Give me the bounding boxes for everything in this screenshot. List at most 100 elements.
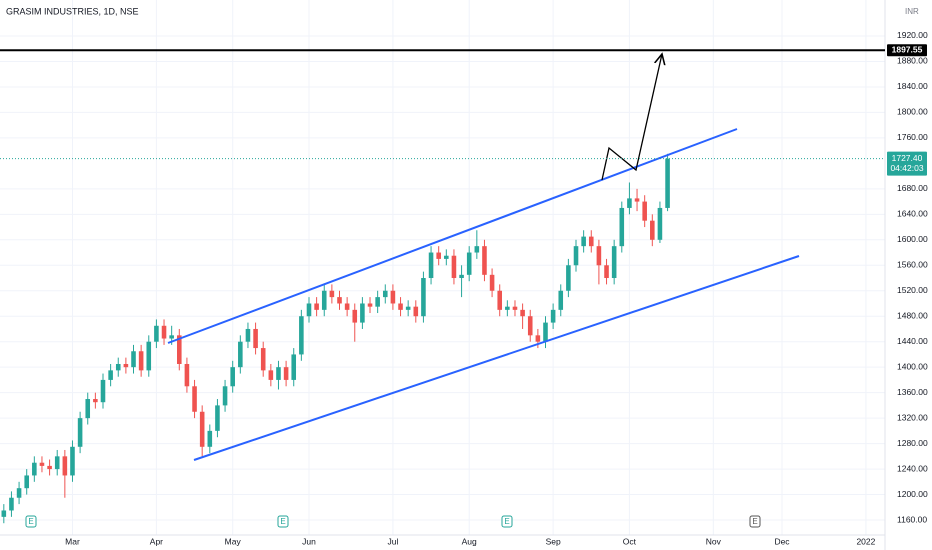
x-tick-label: Jul	[387, 536, 398, 546]
level-label: 1897.55	[892, 45, 923, 55]
countdown: 04:42:03	[890, 163, 923, 173]
candle-body	[131, 351, 136, 368]
y-tick-label: 1600.00	[897, 234, 928, 244]
candle-body	[70, 446, 75, 476]
candle-body	[382, 290, 388, 298]
candle-body	[115, 363, 121, 371]
candle-body	[222, 386, 228, 406]
candle-body	[428, 252, 434, 279]
y-tick-label: 1320.00	[897, 412, 928, 422]
candle-body	[489, 274, 495, 291]
candle-body	[650, 220, 655, 240]
candle-body	[192, 386, 197, 412]
candle-body	[329, 290, 335, 298]
candle-body	[573, 246, 579, 266]
y-tick-label: 1880.00	[897, 56, 928, 66]
candle-body	[558, 290, 564, 310]
candle-body	[367, 303, 373, 307]
candle-body	[154, 325, 159, 342]
candle-body	[482, 246, 487, 275]
earnings-marker-label: E	[28, 517, 33, 526]
candle-body	[596, 246, 602, 266]
candle-body	[375, 297, 380, 307]
candle-body	[543, 322, 548, 342]
candle-body	[451, 255, 457, 279]
candle-body	[520, 309, 525, 317]
channel-upper	[167, 128, 738, 344]
y-tick-label: 1640.00	[897, 209, 928, 219]
candle-body	[512, 306, 518, 310]
candle-body	[47, 465, 52, 470]
candle-body	[634, 198, 640, 202]
y-tick-label: 1560.00	[897, 260, 928, 270]
candle-body	[497, 290, 503, 310]
y-tick-label: 1840.00	[897, 81, 928, 91]
candle-body	[421, 278, 426, 317]
candle-body	[505, 306, 510, 310]
candle-body	[39, 462, 45, 466]
candle-body	[1, 510, 7, 517]
earnings-marker-label: E	[752, 517, 757, 526]
y-tick-label: 1680.00	[897, 183, 928, 193]
y-tick-label: 1480.00	[897, 310, 928, 320]
candle-body	[199, 411, 205, 447]
candle-body	[283, 367, 289, 380]
candle-body	[581, 236, 586, 247]
candle-body	[138, 351, 144, 371]
candle-body	[398, 303, 403, 310]
y-tick-label: 1160.00	[897, 514, 927, 524]
candle-body	[360, 303, 365, 323]
y-tick-label: 1760.00	[897, 132, 928, 142]
candle-body	[535, 335, 541, 342]
candle-body	[169, 335, 174, 339]
earnings-marker-label: E	[504, 517, 509, 526]
candles	[1, 153, 670, 524]
candle-body	[466, 252, 472, 275]
candle-body	[352, 309, 358, 323]
x-tick-label: Aug	[462, 536, 477, 546]
candle-body	[9, 497, 14, 511]
candle-body	[230, 367, 235, 387]
y-tick-label: 1440.00	[897, 336, 928, 346]
candle-body	[108, 370, 113, 380]
candle-body	[474, 246, 480, 253]
candle-body	[268, 370, 274, 380]
candle-body	[291, 354, 297, 380]
level-label-bg	[887, 44, 927, 57]
candle-body	[604, 265, 609, 279]
y-tick-label: 1920.00	[897, 30, 928, 40]
candle-body	[344, 303, 350, 310]
candle-body	[215, 405, 220, 431]
x-tick-label: May	[225, 536, 242, 546]
earnings-marker	[277, 515, 289, 528]
candle-body	[123, 363, 129, 368]
candle-body	[93, 399, 98, 403]
candle-body	[276, 367, 281, 380]
y-tick-label: 1520.00	[897, 285, 928, 295]
candle-body	[642, 201, 647, 221]
earnings-marker	[749, 515, 761, 528]
candle-body	[405, 306, 411, 310]
currency: INR	[905, 7, 919, 16]
y-tick-label: 1800.00	[897, 107, 928, 117]
candle-body	[627, 198, 632, 208]
candle-body	[665, 158, 670, 208]
candle-body	[85, 399, 91, 419]
candle-body	[619, 207, 625, 247]
earnings-marker-label: E	[280, 517, 285, 526]
candle-body	[161, 325, 167, 339]
candle-body	[260, 348, 266, 371]
candle-body	[245, 328, 251, 342]
candle-body	[16, 488, 22, 498]
candle-body	[62, 456, 68, 476]
projection-arrow	[601, 54, 662, 181]
candle-body	[527, 316, 533, 336]
candle-body	[314, 303, 319, 310]
y-tick-label: 1240.00	[897, 463, 928, 473]
last-price-bg	[887, 151, 927, 176]
candle-body	[588, 236, 594, 247]
channel-lower	[193, 255, 800, 461]
x-tick-label: Jun	[302, 536, 316, 546]
